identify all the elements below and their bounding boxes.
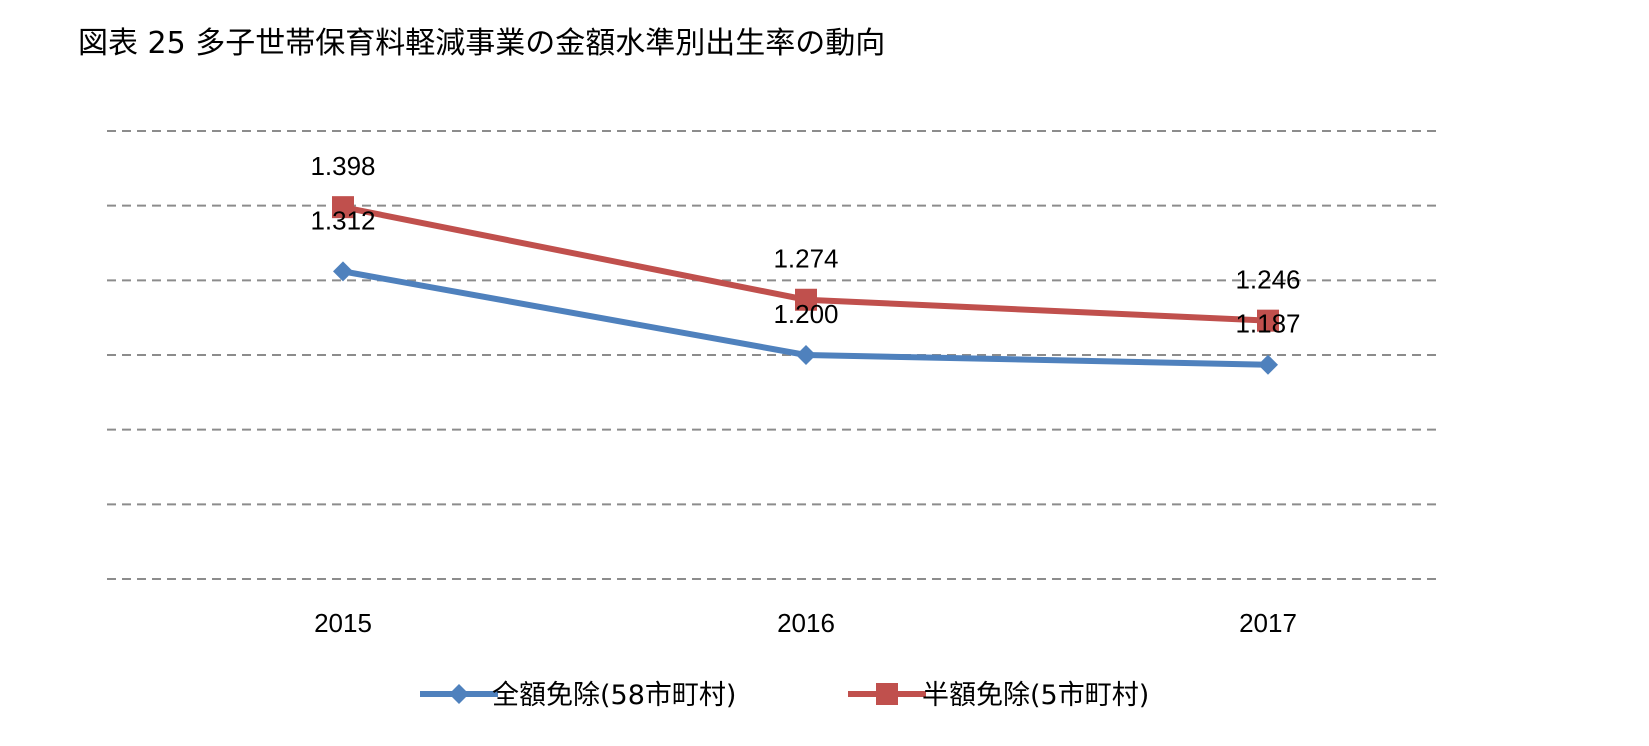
legend-item: 全額免除(58市町村)	[420, 680, 736, 711]
legend-swatch-marker	[876, 683, 898, 705]
legend-swatch-marker	[449, 684, 469, 704]
data-point	[1257, 309, 1279, 332]
chart-title: 図表 25 多子世帯保育料軽減事業の金額水準別出生率の動向	[78, 26, 886, 61]
data-point	[333, 261, 353, 282]
legend: 全額免除(58市町村) 半額免除(5市町村)	[420, 680, 1149, 711]
data-label: 1.187	[1235, 309, 1300, 339]
data-label: 1.398	[310, 151, 375, 181]
x-axis-ticks: 2015 2016 2017	[314, 608, 1297, 638]
gridlines	[107, 130, 1437, 580]
data-label: 1.246	[1235, 265, 1300, 295]
data-point	[796, 345, 816, 365]
data-point	[332, 196, 354, 219]
data-point	[1258, 354, 1278, 375]
data-label: 1.312	[310, 205, 375, 235]
legend-label: 半額免除(5市町村)	[922, 680, 1149, 711]
x-tick-label: 2017	[1239, 608, 1297, 638]
data-label: 1.274	[773, 244, 838, 274]
legend-label: 全額免除(58市町村)	[492, 680, 736, 711]
x-tick-label: 2016	[777, 608, 835, 638]
series-markers	[332, 196, 1279, 375]
data-point	[795, 288, 817, 311]
series-lines	[340, 204, 1271, 368]
x-tick-label: 2015	[314, 608, 372, 638]
legend-item: 半額免除(5市町村)	[848, 680, 1149, 711]
data-label: 1.200	[773, 299, 838, 329]
data-labels: 1.312 1.200 1.187 1.398 1.274 1.246	[310, 151, 1300, 339]
